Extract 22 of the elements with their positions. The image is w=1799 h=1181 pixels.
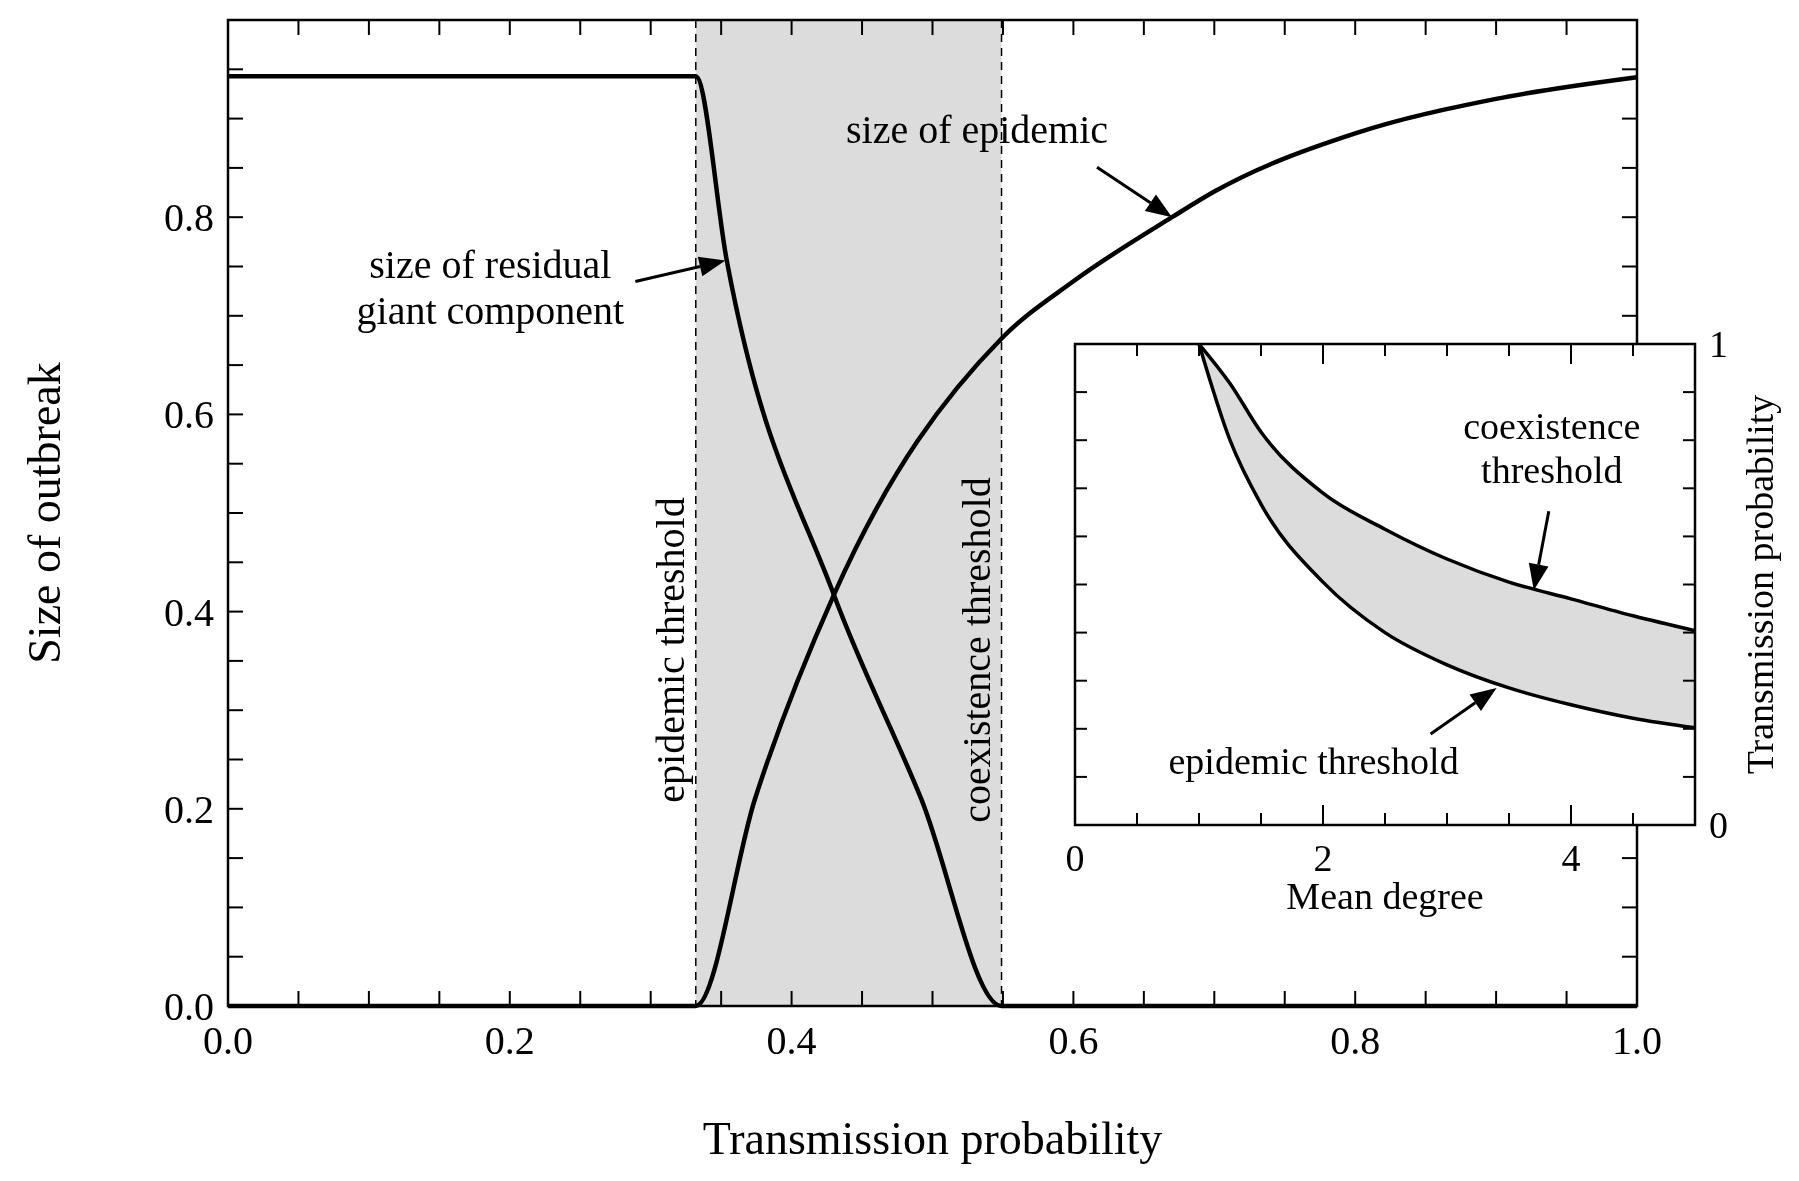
annotation: size of residual giant component [356,241,625,333]
x-axis-title: Transmission probability [702,1113,1163,1164]
x-tick-label: 0.2 [484,1018,535,1063]
x-tick-label: 0.4 [766,1018,817,1063]
x-tick-label: 1.0 [1612,1018,1662,1063]
y-tick-label: 0.8 [164,195,214,241]
y-axis-title: Transmission probability [1739,394,1781,775]
x-tick-label: 0.6 [1048,1018,1099,1063]
y-axis-title: Size of outbreak [19,362,70,664]
x-tick-label: 4 [1561,837,1581,879]
annotation: coexistence threshold [1463,405,1641,491]
y-tick-label: 0.0 [164,984,214,1029]
ref-line-label: coexistence threshold [953,477,999,823]
y-tick-label: 0.2 [164,786,214,832]
y-tick-label: 0.4 [164,589,214,635]
annotation: size of epidemic [845,107,1109,153]
annotation: epidemic threshold [1168,739,1459,782]
x-tick-label: 0.8 [1330,1018,1381,1063]
x-tick-label: 0 [1065,837,1085,879]
ref-line-label: epidemic threshold [647,497,693,803]
y-tick-label: 1 [1709,323,1728,366]
y-tick-label: 0.6 [164,392,214,438]
